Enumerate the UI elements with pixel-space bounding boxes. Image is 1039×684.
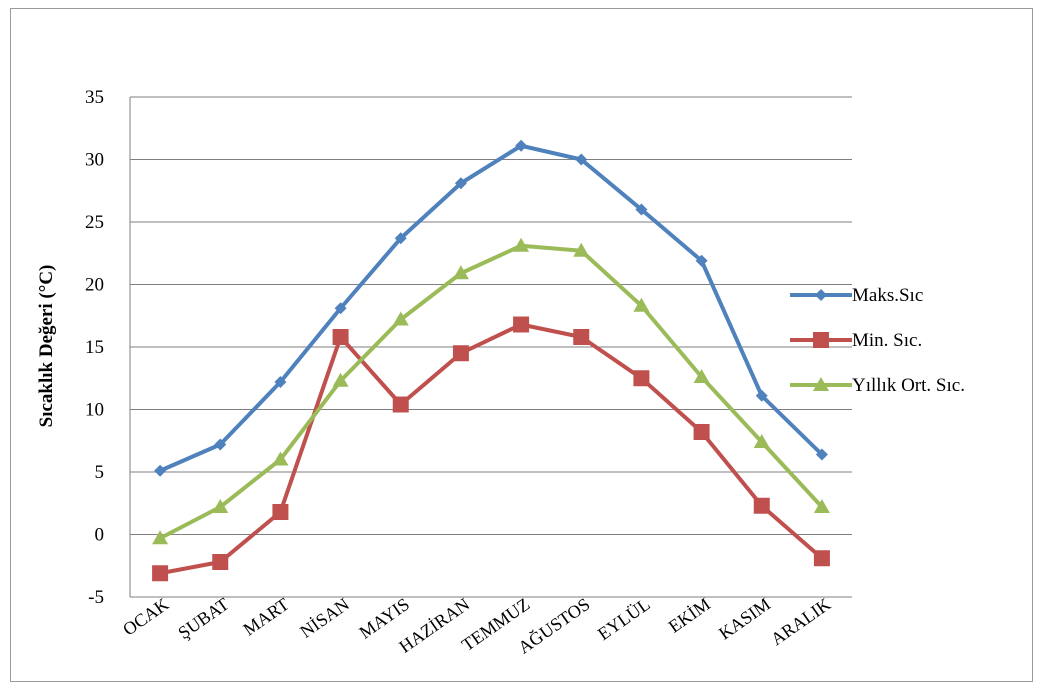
data-point	[392, 311, 409, 326]
data-point	[695, 254, 708, 267]
series-group	[152, 139, 830, 582]
data-point	[635, 203, 648, 216]
x-axis-ticks: OCAK ŞUBAT MART NİSAN MAYISHAZİRANTEMMUZAĞUS…	[119, 593, 834, 658]
data-point	[454, 177, 467, 190]
data-point	[813, 499, 830, 513]
x-tick-label: NİSAN	[296, 594, 353, 642]
data-point	[515, 139, 528, 152]
data-point	[755, 389, 768, 402]
data-point	[575, 153, 588, 166]
legend-label: Yıllık Ort. Sıc.	[852, 375, 965, 396]
x-tick-label: KASIM	[715, 594, 774, 644]
y-tick-label: 5	[95, 462, 105, 483]
data-point	[212, 554, 229, 570]
y-tick-label: -5	[88, 587, 104, 608]
data-point	[753, 434, 770, 448]
data-point	[813, 550, 830, 567]
data-point	[272, 451, 289, 466]
data-point	[513, 316, 530, 333]
x-tick-label: MART	[240, 594, 293, 640]
data-point	[813, 377, 829, 391]
x-tick-label: EKİM	[665, 594, 714, 637]
data-point	[633, 370, 650, 387]
data-point	[753, 497, 770, 514]
series	[152, 316, 830, 582]
legend-label: Min. Sıc.	[852, 330, 922, 351]
y-tick-label: 25	[85, 212, 104, 233]
x-tick-label: ARALIK	[767, 594, 834, 649]
data-point	[693, 369, 710, 383]
data-point	[212, 499, 229, 513]
y-tick-label: 10	[85, 400, 104, 421]
series-line	[159, 143, 824, 473]
data-point	[332, 372, 349, 387]
data-point	[815, 289, 827, 301]
gridlines	[129, 96, 852, 598]
data-point	[154, 464, 167, 477]
y-tick-label: 0	[95, 525, 105, 546]
y-tick-label: 35	[85, 87, 104, 108]
series	[154, 139, 828, 477]
legend-item: Min. Sıc.	[790, 330, 922, 351]
data-point	[214, 438, 227, 451]
data-point	[272, 504, 289, 520]
y-tick-label: 30	[85, 150, 104, 171]
series-line	[159, 243, 824, 541]
data-point	[573, 242, 590, 257]
data-point	[334, 302, 347, 315]
y-tick-label: 20	[85, 275, 104, 296]
data-point	[394, 232, 407, 245]
data-point	[152, 530, 169, 545]
data-point	[332, 329, 349, 345]
data-point	[573, 329, 590, 345]
legend-item: Yıllık Ort. Sıc.	[790, 375, 965, 396]
legend-label: Maks.Sıc	[852, 285, 923, 306]
y-axis-label: Sıcaklık Değeri (°C)	[36, 265, 57, 428]
x-tick-label: ŞUBAT	[174, 594, 232, 643]
data-point	[633, 297, 650, 312]
x-tick-label: OCAK	[119, 594, 172, 640]
series	[152, 237, 830, 545]
y-axis-ticks: -5 0 5 10 15 20 25 30 35	[85, 87, 104, 608]
data-point	[452, 345, 469, 362]
data-point	[392, 396, 409, 413]
data-point	[815, 448, 828, 461]
data-point	[693, 424, 710, 440]
y-tick-label: 15	[85, 337, 104, 358]
data-point	[513, 237, 530, 252]
series-line	[159, 322, 824, 576]
data-point	[152, 565, 169, 582]
data-point	[452, 265, 469, 280]
legend-item: Maks.Sıc	[790, 285, 923, 306]
legend: Maks.Sıc Min. Sıc. Yıllık Ort. Sıc.	[790, 285, 965, 396]
data-point	[274, 376, 287, 388]
x-tick-label: EYLÜL	[594, 594, 654, 644]
data-point	[813, 332, 829, 348]
